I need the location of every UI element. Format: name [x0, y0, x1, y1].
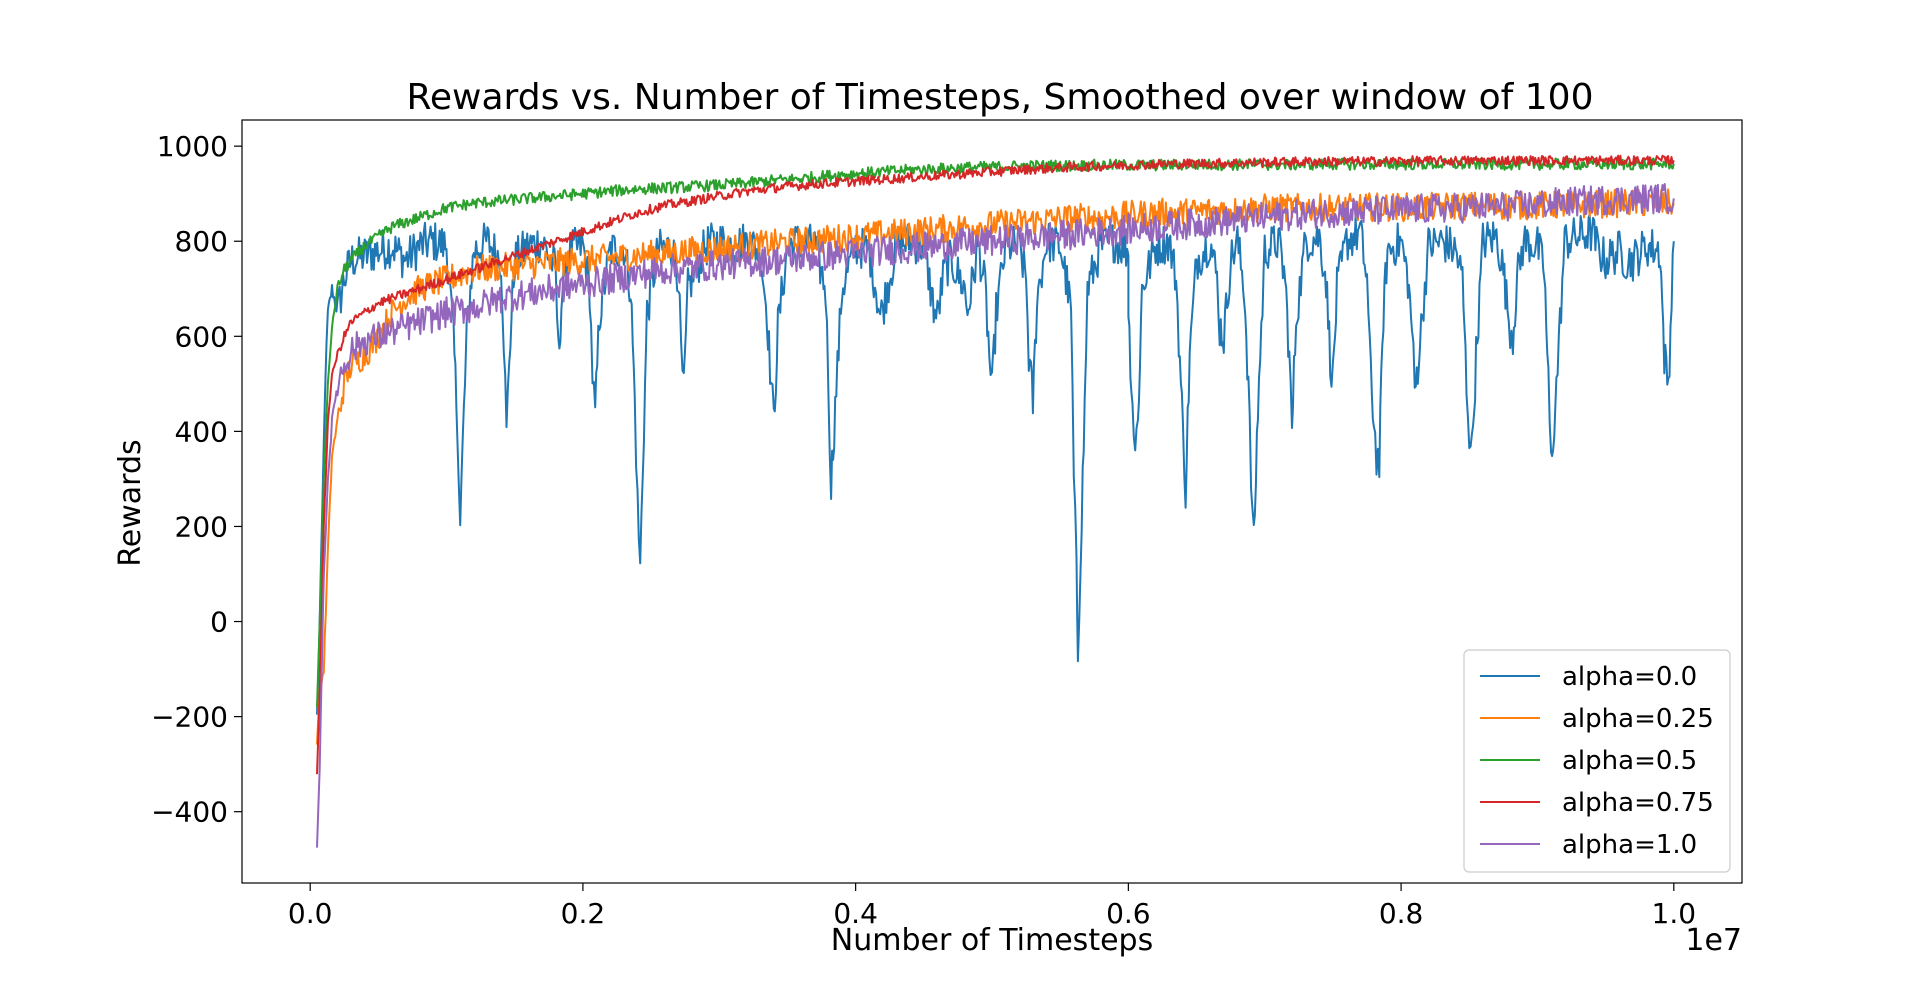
x-tick-label: 0.6 [1106, 897, 1151, 930]
legend: alpha=0.0 alpha=0.25 alpha=0.5 alpha=0.75 al… [1463, 649, 1731, 873]
x-tick-label: 1.0 [1652, 897, 1697, 930]
y-axis: −400 −200 0 200 400 600 800 1000 [151, 130, 242, 829]
y-tick-label: 600 [175, 320, 228, 353]
y-tick-label: 0 [210, 606, 228, 639]
legend-label: alpha=1.0 [1562, 830, 1697, 860]
y-tick-label: −400 [151, 796, 228, 829]
series-line-alpha-0-25 [316, 188, 1675, 745]
y-tick-label: 800 [175, 225, 228, 258]
series-line-alpha-1-0 [316, 183, 1675, 848]
y-tick-label: 1000 [157, 130, 228, 163]
y-tick-label: −200 [151, 701, 228, 734]
x-tick-label: 0.4 [833, 897, 878, 930]
x-axis-offset-label: 1e7 [1685, 923, 1742, 958]
legend-label: alpha=0.25 [1562, 704, 1714, 734]
y-tick-label: 400 [175, 415, 228, 448]
axes-frame [241, 119, 1743, 884]
legend-box [1463, 649, 1731, 873]
x-axis-label: Number of Timesteps [831, 923, 1153, 958]
x-tick-label: 0.2 [561, 897, 606, 930]
y-axis-label: Rewards [113, 439, 148, 566]
y-tick-label: 200 [175, 510, 228, 543]
legend-label: alpha=0.5 [1562, 746, 1697, 776]
legend-label: alpha=0.0 [1562, 662, 1697, 692]
series-line-alpha-0-75 [316, 154, 1675, 775]
plot-area [316, 154, 1675, 848]
x-tick-label: 0.0 [288, 897, 333, 930]
legend-label: alpha=0.75 [1562, 788, 1714, 818]
chart-title: Rewards vs. Number of Timesteps, Smoothe… [407, 77, 1594, 118]
x-tick-label: 0.8 [1379, 897, 1424, 930]
x-axis: 0.0 0.2 0.4 0.6 0.8 1.0 [288, 883, 1696, 930]
